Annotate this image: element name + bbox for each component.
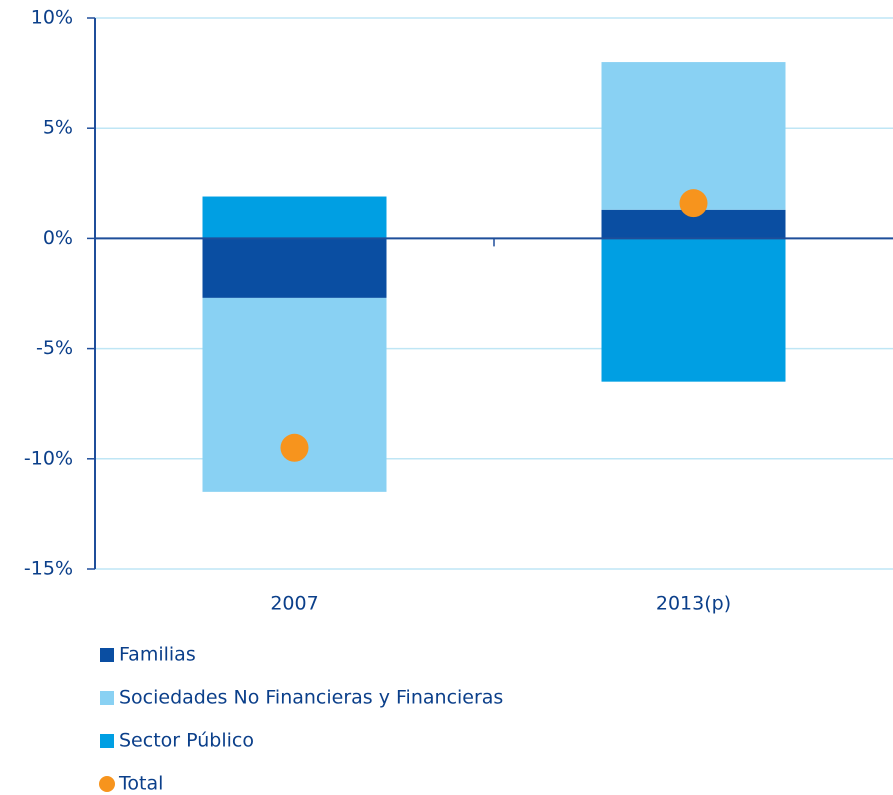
legend-label: Total	[118, 773, 163, 795]
bar	[601, 238, 786, 382]
legend-label: Sector Público	[119, 730, 254, 752]
y-tick-label: -5%	[36, 337, 73, 359]
total-dot	[280, 433, 309, 462]
legend-swatch	[100, 734, 114, 748]
y-tick-label: 0%	[43, 227, 73, 249]
bar	[202, 196, 387, 239]
y-tick-label: -15%	[24, 558, 73, 580]
total-dot	[679, 189, 708, 218]
legend-swatch	[100, 691, 114, 705]
legend-swatch	[99, 776, 115, 792]
y-tick-label: 5%	[43, 117, 73, 139]
bar	[202, 238, 387, 298]
legend-label: Sociedades No Financieras y Financieras	[119, 687, 503, 709]
legend-swatch	[100, 648, 114, 662]
bar	[202, 297, 387, 492]
legend-label: Familias	[119, 644, 196, 666]
y-tick-label: 10%	[31, 7, 73, 29]
x-tick-label: 2007	[270, 593, 318, 615]
y-tick-label: -10%	[24, 447, 73, 469]
bar	[601, 62, 786, 210]
x-tick-label: 2013(p)	[656, 593, 731, 615]
